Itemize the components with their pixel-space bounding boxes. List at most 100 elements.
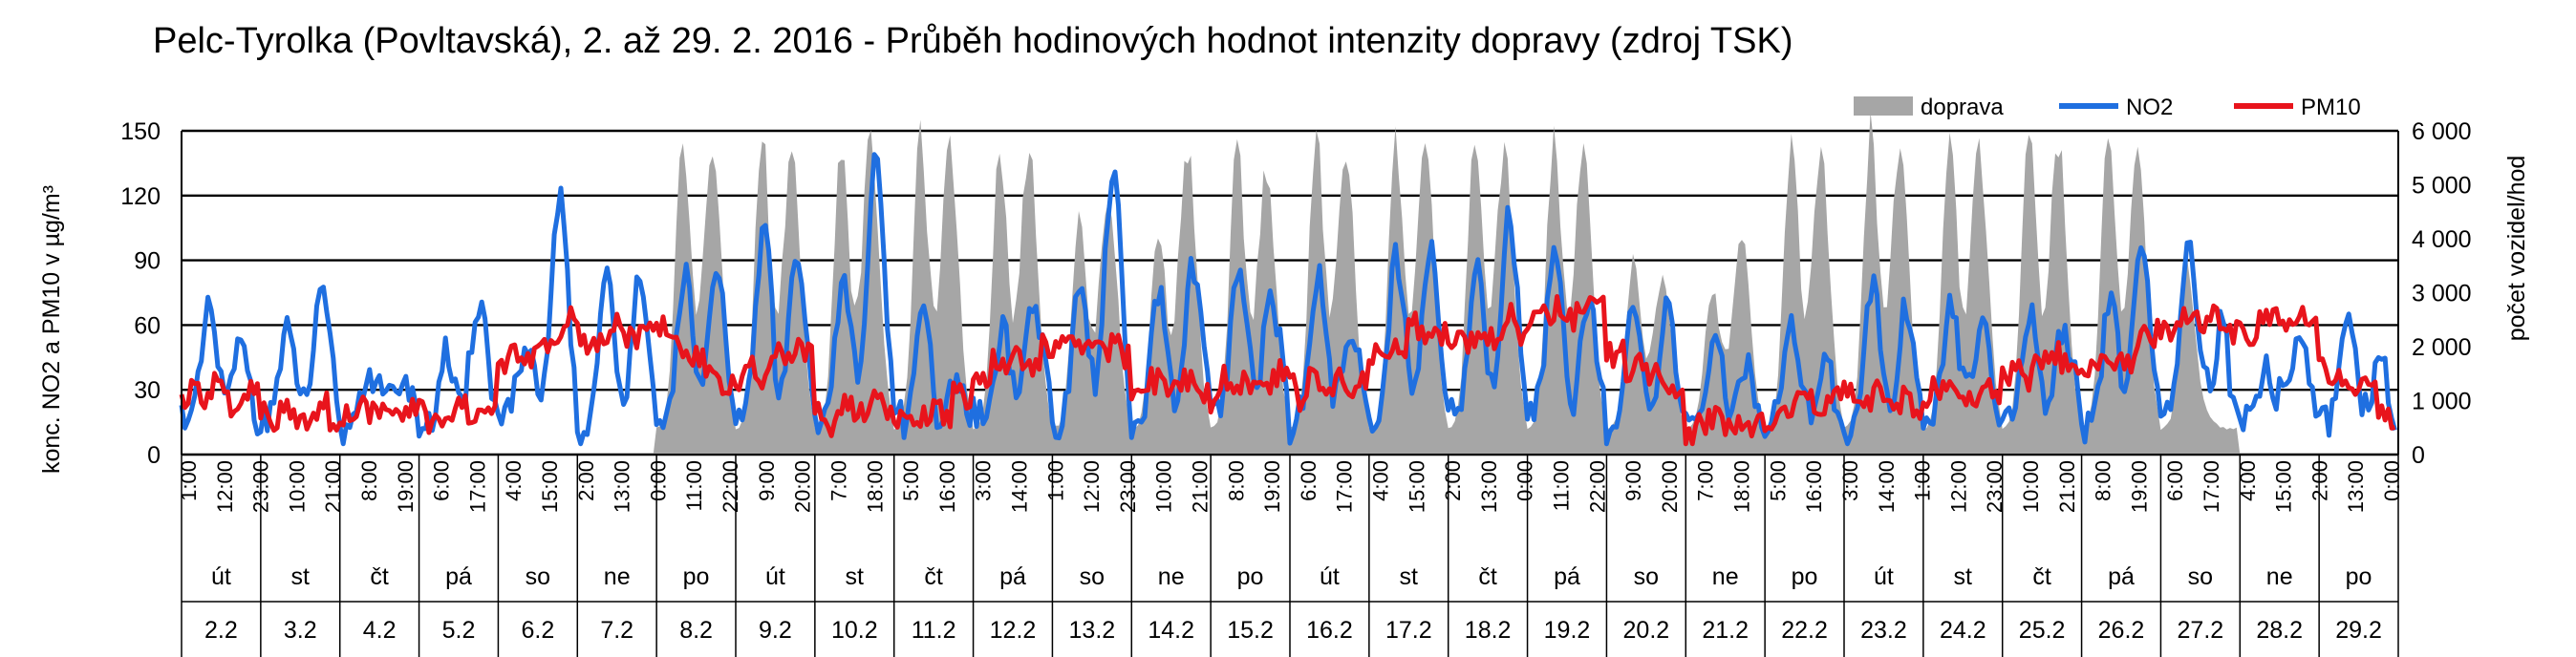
legend: doprava NO2 PM10	[1854, 95, 2361, 120]
x-date-label: 11.2	[912, 617, 956, 644]
x-tick-time: 23:00	[249, 460, 273, 513]
legend-swatch	[1854, 96, 1913, 116]
x-tick-time: 10:00	[285, 460, 309, 513]
x-tick-time: 17:00	[465, 460, 489, 513]
x-tick-time: 4:00	[502, 460, 526, 501]
x-tick-time: 4:00	[1369, 460, 1393, 501]
x-tick-time: 21:00	[2055, 460, 2079, 513]
x-weekday-label: po	[683, 563, 710, 590]
left-axis-ticks: 0 30 60 90 120 150	[120, 118, 161, 469]
x-tick-time: 10:00	[2019, 460, 2043, 513]
x-tick-time: 1:00	[177, 460, 201, 501]
y-tick-right: 4 000	[2412, 226, 2472, 253]
x-weekday-label: pá	[999, 563, 1026, 590]
x-tick-time: 15:00	[2272, 460, 2296, 513]
x-date-label: 26.2	[2098, 617, 2145, 644]
x-tick-time: 4:00	[2236, 460, 2260, 501]
x-tick-time: 14:00	[1008, 460, 1032, 513]
x-weekday-label: ne	[604, 563, 631, 590]
x-tick-time: 16:00	[1802, 460, 1826, 513]
x-tick-time: 11:00	[1550, 460, 1574, 511]
x-tick-time: 18:00	[863, 460, 887, 513]
x-date-label: 19.2	[1544, 617, 1591, 644]
x-tick-time: 3:00	[972, 460, 996, 501]
right-axis-ticks: 0 1 000 2 000 3 000 4 000 5 000 6 000	[2412, 118, 2472, 469]
x-tick-time: 19:00	[2127, 460, 2151, 513]
x-weekday-label: so	[1080, 563, 1105, 590]
x-tick-time: 2:00	[574, 460, 598, 501]
x-tick-time: 21:00	[1189, 460, 1213, 513]
x-weekday-label: čt	[2032, 563, 2051, 590]
y-tick-left: 0	[147, 442, 161, 469]
x-date-label: 9.2	[759, 617, 792, 644]
legend-label: NO2	[2126, 95, 2173, 120]
x-weekday-label: st	[1400, 563, 1419, 590]
x-tick-time: 0:00	[646, 460, 670, 501]
y-tick-right: 5 000	[2412, 173, 2472, 200]
x-tick-time: 2:00	[1441, 460, 1465, 501]
chart-title: Pelc-Tyrolka (Povltavská), 2. až 29. 2. …	[153, 21, 1793, 61]
x-tick-time: 8:00	[1224, 460, 1248, 501]
x-weekday-label: ne	[1158, 563, 1185, 590]
x-weekday-label: čt	[924, 563, 943, 590]
x-tick-time: 15:00	[1405, 460, 1428, 513]
y-tick-right: 6 000	[2412, 118, 2472, 145]
pm10-line-series	[179, 294, 2396, 447]
x-tick-time: 17:00	[2200, 460, 2223, 513]
x-date-label: 4.2	[363, 617, 397, 644]
y-axis-label-left: konc. NO2 a PM10 v µg/m³	[38, 185, 65, 474]
x-tick-time: 8:00	[357, 460, 381, 501]
axes	[181, 131, 2399, 455]
x-tick-time: 20:00	[1658, 460, 1682, 513]
x-tick-time: 5:00	[1766, 460, 1790, 501]
x-date-label: 15.2	[1227, 617, 1274, 644]
y-tick-right: 1 000	[2412, 389, 2472, 415]
x-tick-time: 3:00	[1838, 460, 1862, 501]
x-tick-time: 23:00	[1116, 460, 1140, 513]
x-tick-time: 21:00	[321, 460, 345, 513]
x-date-label: 5.2	[442, 617, 476, 644]
x-weekday-label: po	[1237, 563, 1264, 590]
x-weekday-label: út	[211, 563, 231, 590]
legend-item-doprava: doprava	[1854, 95, 2004, 120]
y-tick-right: 3 000	[2412, 281, 2472, 307]
x-weekday-label: so	[2188, 563, 2213, 590]
x-tick-time: 19:00	[394, 460, 418, 513]
y-tick-left: 90	[134, 248, 161, 275]
y-tick-left: 60	[134, 312, 161, 339]
x-date-label: 14.2	[1148, 617, 1194, 644]
x-axis-table: 1:00 12:00 23:00 10:00 21:00 8:00 19:00 6:00 17:…	[177, 454, 2404, 657]
x-date-label: 6.2	[521, 617, 554, 644]
x-tick-time: 1:00	[1911, 460, 1935, 501]
x-date-label: 24.2	[1940, 617, 1986, 644]
x-date-label: 16.2	[1306, 617, 1353, 644]
no2-line	[179, 152, 2397, 447]
x-date-label: 23.2	[1860, 617, 1907, 644]
x-weekday-label: st	[291, 563, 311, 590]
x-date-label: 22.2	[1781, 617, 1828, 644]
y-tick-left: 120	[120, 183, 161, 210]
x-tick-time: 19:00	[1260, 460, 1284, 513]
x-tick-time: 12:00	[213, 460, 237, 513]
x-weekday-label: pá	[1554, 563, 1580, 590]
x-tick-time: 6:00	[1297, 460, 1320, 501]
x-tick-time: 7:00	[827, 460, 851, 501]
y-tick-left: 150	[120, 118, 161, 145]
x-tick-time: 10:00	[1152, 460, 1176, 513]
doprava-area-series	[182, 111, 2398, 456]
x-tick-time: 13:00	[611, 460, 634, 513]
no2-line-series	[179, 152, 2397, 447]
x-date-label: 27.2	[2178, 617, 2224, 644]
doprava-area	[182, 111, 2398, 456]
x-weekday-label: so	[526, 563, 550, 590]
x-date-label: 29.2	[2335, 617, 2382, 644]
x-tick-time: 20:00	[791, 460, 815, 513]
pm10-line	[179, 294, 2396, 447]
y-tick-right: 0	[2412, 442, 2425, 469]
x-weekday-label: ne	[1712, 563, 1739, 590]
legend-item-pm10: PM10	[2234, 95, 2361, 120]
x-tick-time: 2:00	[2308, 460, 2331, 501]
x-date-label: 7.2	[600, 617, 633, 644]
x-weekday-label: pá	[2108, 563, 2135, 590]
